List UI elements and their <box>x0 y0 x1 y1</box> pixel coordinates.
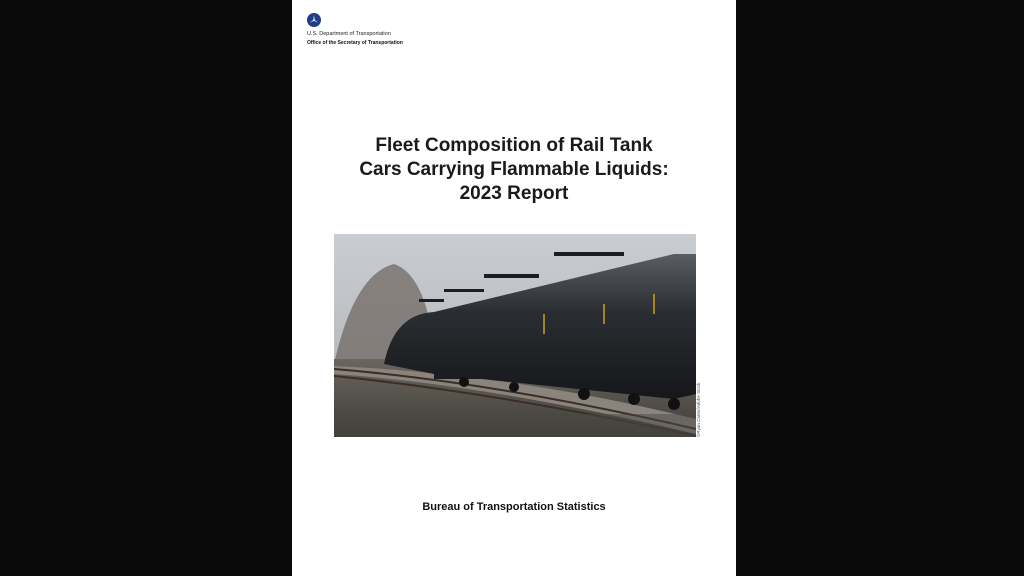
report-title: Fleet Composition of Rail Tank Cars Carr… <box>292 134 736 206</box>
dot-logo-icon <box>307 13 321 27</box>
title-line: Cars Carrying Flammable Liquids: <box>359 159 669 180</box>
tank-cars-photo <box>334 234 696 437</box>
org-name: U.S. Department of Transportation <box>307 31 391 37</box>
office-name: Office of the Secretary of Transportatio… <box>307 40 403 46</box>
photo-credit: ©Ryan Carter/Adobe Stock <box>696 382 701 437</box>
title-line: 2023 Report <box>459 183 569 204</box>
publisher-name: Bureau of Transportation Statistics <box>422 501 606 513</box>
report-cover-page: U.S. Department of Transportation Office… <box>292 0 736 576</box>
title-line: Fleet Composition of Rail Tank <box>375 135 653 156</box>
